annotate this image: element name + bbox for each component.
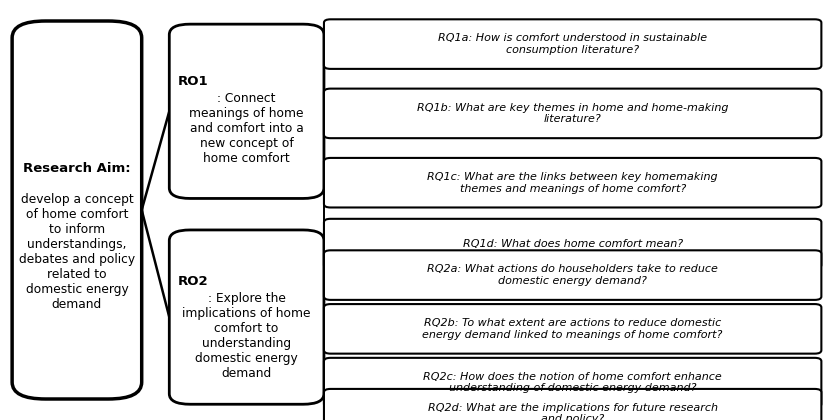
- Text: RQ2c: How does the notion of home comfort enhance
understanding of domestic ener: RQ2c: How does the notion of home comfor…: [423, 372, 722, 394]
- Text: RQ2d: What are the implications for future research
and policy?: RQ2d: What are the implications for futu…: [428, 403, 717, 420]
- FancyBboxPatch shape: [169, 230, 324, 404]
- Text: develop a concept
of home comfort
to inform
understandings,
debates and policy
r: develop a concept of home comfort to inf…: [19, 193, 135, 311]
- FancyBboxPatch shape: [324, 219, 821, 268]
- FancyBboxPatch shape: [324, 89, 821, 138]
- FancyBboxPatch shape: [324, 250, 821, 300]
- Text: RQ1d: What does home comfort mean?: RQ1d: What does home comfort mean?: [462, 239, 683, 249]
- Text: RQ1b: What are key themes in home and home-making
literature?: RQ1b: What are key themes in home and ho…: [417, 102, 728, 124]
- FancyBboxPatch shape: [324, 358, 821, 407]
- Text: RO2: RO2: [177, 275, 208, 288]
- FancyBboxPatch shape: [324, 389, 821, 420]
- Text: RQ1c: What are the links between key homemaking
themes and meanings of home comf: RQ1c: What are the links between key hom…: [427, 172, 718, 194]
- Text: RO1: RO1: [177, 76, 208, 88]
- FancyBboxPatch shape: [324, 19, 821, 69]
- Text: RQ1a: How is comfort understood in sustainable
consumption literature?: RQ1a: How is comfort understood in susta…: [438, 33, 707, 55]
- Text: Research Aim:: Research Aim:: [23, 162, 130, 174]
- FancyBboxPatch shape: [169, 24, 324, 199]
- FancyBboxPatch shape: [324, 304, 821, 354]
- Text: RQ2a: What actions do householders take to reduce
domestic energy demand?: RQ2a: What actions do householders take …: [427, 264, 718, 286]
- Text: : Explore the
implications of home
comfort to
understanding
domestic energy
dema: : Explore the implications of home comfo…: [182, 292, 311, 380]
- FancyBboxPatch shape: [324, 158, 821, 207]
- Text: : Connect
meanings of home
and comfort into a
new concept of
home comfort: : Connect meanings of home and comfort i…: [190, 92, 303, 165]
- Text: RQ2b: To what extent are actions to reduce domestic
energy demand linked to mean: RQ2b: To what extent are actions to redu…: [422, 318, 723, 340]
- FancyBboxPatch shape: [12, 21, 141, 399]
